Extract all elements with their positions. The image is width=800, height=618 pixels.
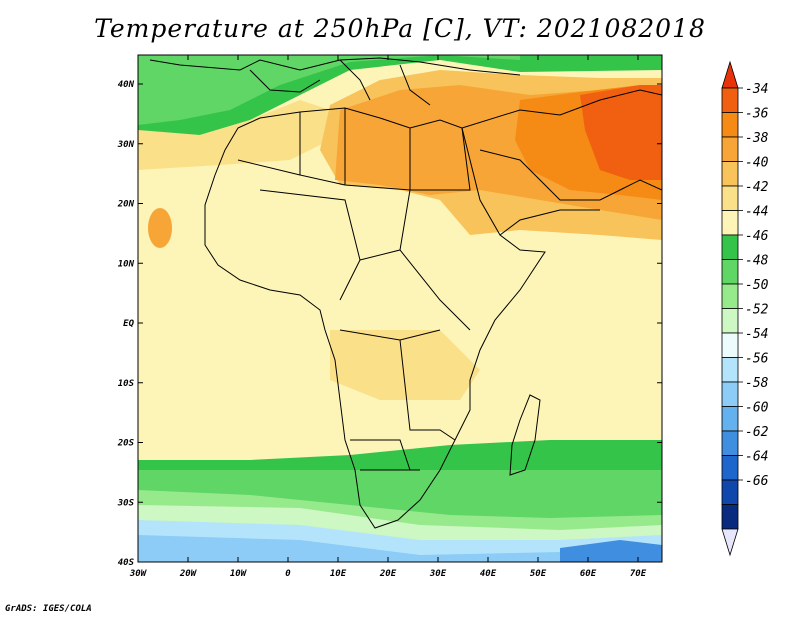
colorbar-swatch (721, 283, 739, 309)
colorbar-label: -62 (745, 425, 769, 440)
lon-label: 60E (580, 569, 597, 579)
lon-label: 50E (530, 569, 547, 579)
colorbar-swatch (721, 381, 739, 407)
colorbar-label: -52 (745, 303, 769, 318)
lon-label: 70E (630, 569, 647, 579)
lon-label: 0 (285, 569, 291, 579)
longitude-axis: 30W 20W 10W 0 10E 20E 30E 40E 50E 60E 70E (129, 55, 647, 579)
colorbar-label: -38 (745, 131, 769, 146)
colorbar-swatch (721, 455, 739, 481)
colorbar-label: -54 (745, 327, 768, 342)
colorbar-top-triangle (721, 60, 739, 89)
colorbar-swatch (721, 308, 739, 334)
colorbar-label: -34 (745, 82, 768, 97)
colorbar-label: -60 (745, 401, 769, 416)
colorbar-label: -46 (745, 229, 769, 244)
lat-label: 30S (117, 498, 135, 508)
map-title: Temperature at 250hPa [C], VT: 202108201… (94, 14, 706, 43)
colorbar-label: -42 (745, 180, 769, 195)
colorbar-swatch (721, 161, 739, 187)
colorbar-label: -66 (745, 474, 769, 489)
colorbar-swatch (721, 504, 739, 530)
lat-label: 30N (117, 140, 135, 150)
lon-label: 30E (429, 569, 447, 579)
colorbar-swatch (721, 185, 739, 211)
colorbar-swatch (721, 332, 739, 358)
lat-label: EQ (123, 319, 134, 329)
colorbar-swatch (721, 479, 739, 505)
latitude-axis: 40N 30N 20N 10N EQ 10S 20S 30S 40S (117, 80, 662, 568)
colorbar-swatch (721, 136, 739, 162)
lon-label: 10E (330, 569, 347, 579)
lon-label: 20E (379, 569, 397, 579)
colorbar-swatch (721, 259, 739, 285)
lat-label: 20S (117, 439, 135, 449)
colorbar-swatch (721, 87, 739, 113)
colorbar-label: -58 (745, 376, 769, 391)
lat-label: 40N (118, 80, 135, 90)
lat-label: 20N (117, 200, 135, 210)
colorbar-label: -36 (745, 107, 769, 122)
colorbar-bottom-triangle (721, 528, 739, 557)
colorbar-label: -64 (745, 450, 768, 465)
colorbar-swatch (721, 112, 739, 138)
colorbar-label: -50 (745, 278, 769, 293)
lat-label: 10S (118, 379, 135, 389)
temperature-field (138, 55, 662, 562)
credit-text: GrADS: IGES/COLA (5, 604, 92, 614)
lat-label: 40S (118, 558, 135, 568)
lon-label: 10W (230, 569, 248, 579)
colorbar-swatch (721, 406, 739, 432)
colorbar-label: -44 (745, 205, 768, 220)
colorbar-swatch (721, 234, 739, 260)
lon-label: 30W (129, 569, 148, 579)
colorbar-label: -56 (745, 352, 769, 367)
lon-label: 20W (179, 569, 198, 579)
colorbar-label: -40 (745, 156, 769, 171)
colorbar-label: -48 (745, 254, 769, 269)
colorbar-swatch (721, 357, 739, 383)
colorbar-swatch (721, 430, 739, 456)
colorbar-swatch (721, 210, 739, 236)
lat-label: 10N (118, 259, 135, 269)
coastline-africa (149, 57, 662, 529)
plot-frame (137, 54, 663, 563)
colorbar: -34 -36 -38 -40 -42 -44 -46 -48 -50 -52 -54 -56 -58 -… (721, 60, 769, 557)
lon-label: 40E (480, 569, 497, 579)
